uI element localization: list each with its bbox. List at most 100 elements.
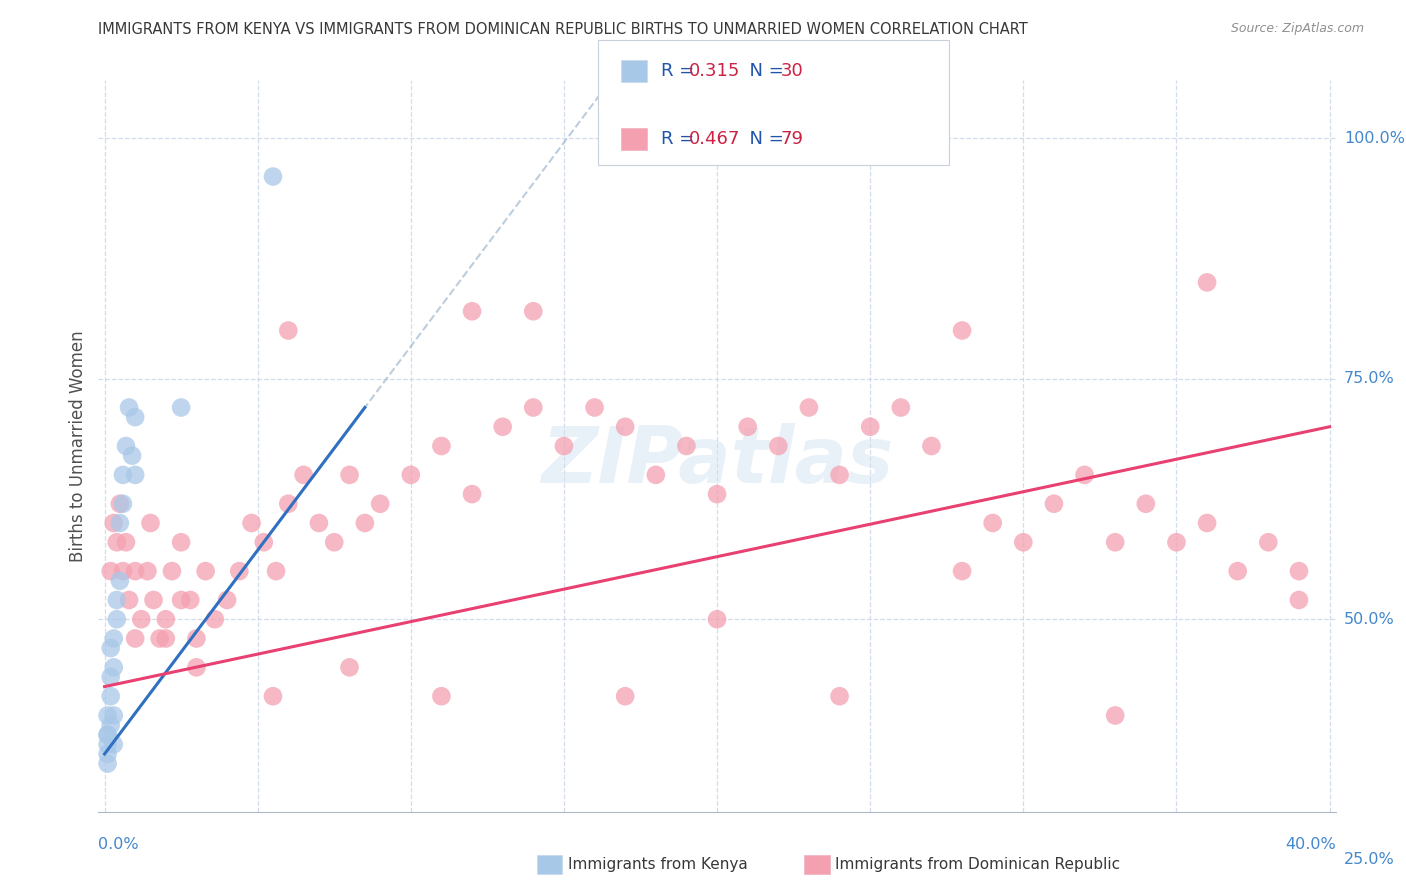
Point xyxy=(399,467,422,482)
Point xyxy=(118,401,141,415)
Point xyxy=(115,439,138,453)
Point xyxy=(215,593,238,607)
Point xyxy=(1288,564,1310,578)
Text: 0.0%: 0.0% xyxy=(98,837,139,852)
Point xyxy=(103,632,125,646)
Text: 25.0%: 25.0% xyxy=(1344,853,1395,867)
Point xyxy=(186,660,208,674)
Point xyxy=(644,467,666,482)
Point xyxy=(859,419,882,434)
Point xyxy=(149,632,172,646)
Point xyxy=(100,670,122,684)
Point xyxy=(170,535,193,549)
Point xyxy=(277,324,299,338)
Point xyxy=(950,324,973,338)
Point xyxy=(139,516,162,530)
Y-axis label: Births to Unmarried Women: Births to Unmarried Women xyxy=(69,330,87,562)
Point xyxy=(277,497,299,511)
Point xyxy=(1288,593,1310,607)
Point xyxy=(430,439,453,453)
Point xyxy=(97,737,120,751)
Point xyxy=(339,467,361,482)
Point xyxy=(170,593,193,607)
Point xyxy=(97,728,120,742)
Point xyxy=(108,497,131,511)
Text: 100.0%: 100.0% xyxy=(1344,130,1405,145)
Point xyxy=(737,419,759,434)
Point xyxy=(522,304,544,318)
Point xyxy=(155,632,177,646)
Point xyxy=(100,564,122,578)
Point xyxy=(1073,467,1095,482)
Point xyxy=(461,304,484,318)
Point xyxy=(522,401,544,415)
Point xyxy=(142,593,165,607)
Point xyxy=(262,169,284,184)
Text: Immigrants from Dominican Republic: Immigrants from Dominican Republic xyxy=(835,857,1121,871)
Point xyxy=(1257,535,1279,549)
Point xyxy=(155,612,177,626)
Text: 0.315: 0.315 xyxy=(689,62,741,80)
Point xyxy=(706,612,728,626)
Point xyxy=(262,690,284,704)
Point xyxy=(890,401,912,415)
Point xyxy=(768,439,790,453)
Point xyxy=(950,564,973,578)
Point xyxy=(97,708,120,723)
Point xyxy=(323,535,346,549)
Point xyxy=(828,690,851,704)
Point xyxy=(100,641,122,656)
Point xyxy=(97,728,120,742)
Point xyxy=(103,708,125,723)
Point xyxy=(97,863,120,877)
Point xyxy=(97,747,120,761)
Point xyxy=(264,564,287,578)
Text: N =: N = xyxy=(738,129,790,148)
Point xyxy=(354,516,377,530)
Point xyxy=(1166,535,1188,549)
Point xyxy=(292,467,315,482)
Text: 75.0%: 75.0% xyxy=(1344,371,1395,386)
Point xyxy=(124,632,146,646)
Point xyxy=(1104,708,1126,723)
Text: 79: 79 xyxy=(780,129,803,148)
Point xyxy=(204,612,226,626)
Point xyxy=(100,718,122,732)
Point xyxy=(583,401,606,415)
Point xyxy=(675,439,697,453)
Point xyxy=(129,612,152,626)
Point xyxy=(228,564,250,578)
Text: R =: R = xyxy=(661,62,700,80)
Point xyxy=(1197,276,1219,290)
Text: Immigrants from Kenya: Immigrants from Kenya xyxy=(568,857,748,871)
Point xyxy=(170,401,193,415)
Point xyxy=(920,439,942,453)
Text: IMMIGRANTS FROM KENYA VS IMMIGRANTS FROM DOMINICAN REPUBLIC BIRTHS TO UNMARRIED : IMMIGRANTS FROM KENYA VS IMMIGRANTS FROM… xyxy=(98,22,1028,37)
Point xyxy=(121,449,143,463)
Point xyxy=(614,419,637,434)
Point xyxy=(797,401,820,415)
Point xyxy=(105,535,128,549)
Point xyxy=(1104,535,1126,549)
Point xyxy=(828,467,851,482)
Point xyxy=(111,467,134,482)
Point xyxy=(1043,497,1066,511)
Point xyxy=(124,467,146,482)
Text: N =: N = xyxy=(738,62,790,80)
Point xyxy=(308,516,330,530)
Point xyxy=(100,690,122,704)
Text: R =: R = xyxy=(661,129,700,148)
Text: 40.0%: 40.0% xyxy=(1285,837,1336,852)
Point xyxy=(160,564,183,578)
Text: 0.467: 0.467 xyxy=(689,129,741,148)
Point xyxy=(368,497,391,511)
Point xyxy=(105,593,128,607)
Point xyxy=(240,516,263,530)
Point xyxy=(614,690,637,704)
Point xyxy=(124,564,146,578)
Point xyxy=(553,439,575,453)
Point xyxy=(1197,516,1219,530)
Point xyxy=(339,660,361,674)
Point xyxy=(706,487,728,501)
Point xyxy=(179,593,201,607)
